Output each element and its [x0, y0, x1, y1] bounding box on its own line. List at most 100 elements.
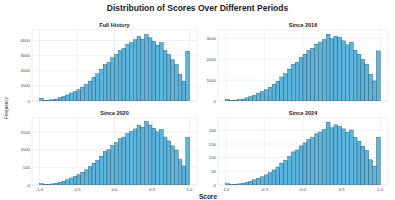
histogram-bar — [141, 39, 145, 101]
histogram-bar — [288, 69, 292, 101]
x-tick-label: 0.5 — [149, 187, 156, 192]
histogram-bar — [268, 87, 272, 101]
histogram-bar — [122, 48, 126, 101]
x-tick-label: 1.0 — [377, 187, 384, 192]
histogram-bar — [245, 182, 249, 185]
histogram-bar — [96, 160, 100, 185]
histogram-bar — [81, 87, 85, 101]
histogram-bar — [62, 181, 66, 185]
histogram-bar — [338, 38, 342, 101]
histogram-bar — [92, 163, 96, 185]
histogram-bar — [369, 160, 373, 185]
histogram-bar — [264, 90, 268, 101]
histogram-bar — [62, 96, 66, 101]
histogram-bar — [66, 180, 70, 185]
y-tick-label: 0 — [214, 99, 217, 104]
histogram-bar — [182, 166, 186, 185]
histogram-bar — [361, 146, 365, 185]
histogram-bar — [103, 152, 107, 186]
histogram-bar — [55, 183, 59, 185]
histogram-bar — [373, 166, 377, 185]
y-tick-label: 1000 — [206, 78, 216, 83]
y-tick-label: 150 — [209, 142, 217, 147]
histogram-bar — [257, 178, 261, 185]
histogram-bar — [130, 43, 134, 101]
histogram-bar — [107, 150, 111, 185]
histogram-bar — [272, 170, 276, 185]
histogram-bar — [284, 74, 288, 101]
histogram-bar — [237, 184, 241, 185]
histogram-bar — [141, 127, 145, 185]
histogram-bar — [291, 152, 295, 185]
panel: Since 2020050010001500-1.0-0.50.00.51.0 — [20, 110, 197, 192]
histogram-bar — [307, 139, 311, 185]
histogram-bar — [73, 92, 77, 101]
histogram-bar — [100, 69, 104, 101]
histogram-bar — [152, 128, 156, 185]
bars — [226, 122, 381, 185]
histogram-bar — [237, 100, 241, 101]
histogram-bar — [322, 129, 326, 185]
grid-line — [225, 118, 226, 185]
histogram-bar — [152, 41, 156, 101]
histogram-bar — [288, 156, 292, 185]
histogram-bar — [253, 95, 257, 101]
histogram-bar — [249, 181, 253, 185]
histogram-bar — [85, 170, 89, 185]
histogram-bar — [268, 173, 272, 185]
histogram-bar — [353, 137, 357, 185]
grid-line — [225, 30, 226, 101]
histogram-bar — [43, 100, 47, 101]
histogram-bar — [163, 137, 167, 185]
y-tick-label: 500 — [23, 165, 31, 170]
x-tick-label: 0.0 — [112, 187, 119, 192]
histogram-bar — [77, 90, 81, 101]
histogram-bar — [137, 125, 141, 185]
histogram-bar — [303, 54, 307, 101]
histogram-bar — [163, 51, 167, 101]
y-tick-label: 0 — [28, 183, 31, 188]
y-tick-label: 100 — [209, 155, 217, 160]
panel: Since 20160100020003000 — [206, 22, 388, 104]
grid-line — [39, 30, 40, 101]
histogram-bar — [96, 74, 100, 101]
histogram-bar — [107, 62, 111, 101]
x-tick-label: 0.0 — [300, 187, 307, 192]
x-tick-label: -1.0 — [36, 187, 44, 192]
histogram-bar — [257, 93, 261, 101]
histogram-bar — [241, 99, 245, 101]
histogram-bar — [186, 137, 190, 185]
histogram-bar — [148, 125, 152, 185]
histogram-bar — [167, 54, 171, 101]
histogram-bar — [334, 125, 338, 185]
histogram-bar — [88, 167, 92, 185]
histogram-bar — [171, 146, 175, 185]
histogram-bar — [342, 41, 346, 101]
histogram-bar — [171, 60, 175, 101]
histogram-bar — [156, 132, 160, 185]
histogram-bar — [357, 141, 361, 185]
histogram-bar — [330, 128, 334, 185]
histogram-bar — [40, 98, 44, 101]
histogram-bar — [318, 132, 322, 185]
histogram-bar — [261, 177, 265, 185]
histogram-bar — [70, 93, 74, 101]
y-tick-label: 1000 — [20, 83, 30, 88]
histogram-bar — [318, 42, 322, 101]
histogram-bar — [233, 184, 237, 185]
panel-title: Since 2024 — [289, 110, 318, 116]
plot-frame — [32, 30, 197, 101]
histogram-bar — [122, 137, 126, 185]
histogram-bar — [280, 163, 284, 185]
plot-frame — [218, 118, 388, 185]
histogram-bar — [295, 150, 299, 185]
histogram-bar — [326, 34, 330, 101]
histogram-bar — [47, 184, 51, 185]
histogram-bar — [353, 50, 357, 101]
histogram-bar — [249, 97, 253, 101]
histogram-bar — [145, 122, 149, 185]
histogram-bar — [276, 167, 280, 185]
histogram-bar — [346, 45, 350, 101]
histogram-bar — [133, 40, 137, 101]
histogram-bar — [226, 99, 230, 101]
